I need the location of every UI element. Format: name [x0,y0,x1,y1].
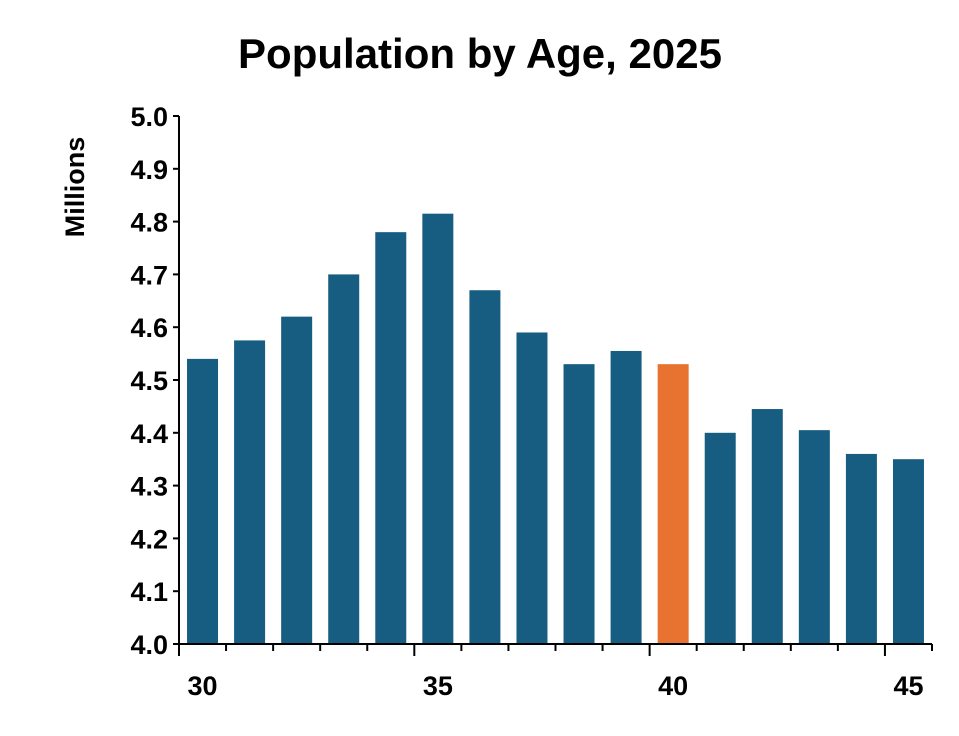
x-tick-label: 45 [893,671,923,701]
y-tick-label: 4.0 [130,630,168,660]
bar-age-30 [187,358,219,644]
bar-age-32 [281,316,313,644]
bar-age-35 [422,213,454,644]
bar-age-34 [375,232,407,644]
bar-age-31 [234,340,266,644]
y-tick-label: 4.1 [130,577,168,607]
bar-age-43 [798,430,830,644]
bar-age-41 [704,432,736,644]
y-axis-ticks: 4.0 4.1 4.2 4.3 4.4 4.5 4.6 4.7 4.8 4.9 5.0 [130,102,179,660]
bar-age-40 [657,364,689,644]
x-tick-label: 35 [423,671,453,701]
bar-age-38 [563,364,595,644]
bar-age-37 [516,332,548,644]
y-tick-label: 4.5 [130,366,168,396]
x-tick-label: 40 [658,671,688,701]
bar-age-42 [751,409,783,644]
chart-title: Population by Age, 2025 [238,30,722,77]
bar-age-33 [328,274,360,644]
x-tick-label: 30 [188,671,218,701]
y-tick-label: 4.9 [130,155,168,185]
bar-age-36 [469,290,501,644]
y-tick-label: 4.8 [130,208,168,238]
bar-age-45 [892,459,924,644]
y-tick-label: 4.4 [130,419,168,449]
bars [187,213,924,644]
y-tick-label: 4.6 [130,313,168,343]
y-tick-label: 4.7 [130,260,168,290]
x-axis-ticks: 30 35 40 45 [178,644,933,701]
y-tick-label: 4.3 [130,472,168,502]
y-tick-label: 4.2 [130,524,168,554]
y-tick-label: 5.0 [130,102,168,132]
y-axis-label: Millions [60,137,90,238]
bar-age-39 [610,350,642,644]
bar-age-44 [845,453,877,644]
